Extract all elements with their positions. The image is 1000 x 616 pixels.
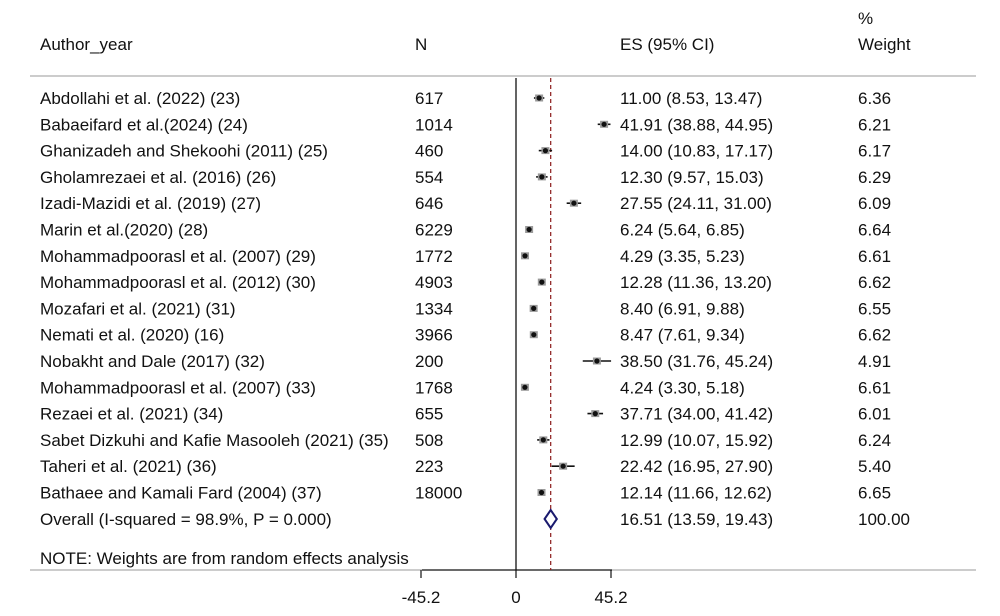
study-8-n: 4903 <box>415 273 453 292</box>
study-6-point <box>526 226 532 233</box>
study-15-point <box>560 463 566 469</box>
study-10-weight: 6.62 <box>858 326 891 345</box>
study-9-label: Mozafari et al. (2021) (31) <box>40 299 236 318</box>
study-6-es-text: 6.24 (5.64, 6.85) <box>620 221 745 240</box>
note-text: NOTE: Weights are from random effects an… <box>40 549 409 568</box>
study-2-weight: 6.21 <box>858 115 891 134</box>
overall-weight: 100.00 <box>858 510 910 529</box>
study-16-point <box>538 489 545 496</box>
study-11-n: 200 <box>415 352 443 371</box>
study-9-n: 1334 <box>415 299 453 318</box>
header-weight-percent: % <box>858 9 873 28</box>
overall-es-text: 16.51 (13.59, 19.43) <box>620 510 773 529</box>
header-weight: Weight <box>858 35 911 54</box>
study-2-point <box>601 121 607 127</box>
study-15-es-text: 22.42 (16.95, 27.90) <box>620 457 773 476</box>
study-1-point <box>536 95 542 101</box>
study-6-n: 6229 <box>415 221 453 240</box>
study-12-weight: 6.61 <box>858 378 891 397</box>
study-16-label: Bathaee and Kamali Fard (2004) (37) <box>40 484 322 503</box>
study-7-n: 1772 <box>415 247 453 266</box>
study-8-es-text: 12.28 (11.36, 13.20) <box>620 273 772 292</box>
study-9-es-text: 8.40 (6.91, 9.88) <box>620 299 745 318</box>
study-14-es-text: 12.99 (10.07, 15.92) <box>620 431 773 450</box>
study-7-weight: 6.61 <box>858 247 891 266</box>
study-13-es-text: 37.71 (34.00, 41.42) <box>620 405 773 424</box>
study-11-es-text: 38.50 (31.76, 45.24) <box>620 352 773 371</box>
study-5-weight: 6.09 <box>858 194 891 213</box>
study-4-label: Gholamrezaei et al. (2016) (26) <box>40 168 276 187</box>
study-8-weight: 6.62 <box>858 273 891 292</box>
study-14-point <box>540 437 546 443</box>
header-n: N <box>415 35 427 54</box>
study-12-n: 1768 <box>415 378 453 397</box>
study-12-point <box>522 384 528 390</box>
study-10-label: Nemati et al. (2020) (16) <box>40 326 224 345</box>
study-16-weight: 6.65 <box>858 484 891 503</box>
x-ticks: -45.2 0 45.2 <box>402 570 628 607</box>
study-1-es-text: 11.00 (8.53, 13.47) <box>620 89 762 108</box>
study-7-es-text: 4.29 (3.35, 5.23) <box>620 247 745 266</box>
study-1-n: 617 <box>415 89 443 108</box>
study-7-label: Mohammadpoorasl et al. (2007) (29) <box>40 247 316 266</box>
study-11-point <box>594 358 600 364</box>
study-2-label: Babaeifard et al.(2024) (24) <box>40 115 248 134</box>
study-1-weight: 6.36 <box>858 89 891 108</box>
study-11-label: Nobakht and Dale (2017) (32) <box>40 352 265 371</box>
study-10-n: 3966 <box>415 326 453 345</box>
study-4-n: 554 <box>415 168 443 187</box>
study-14-label: Sabet Dizkuhi and Kafie Masooleh (2021) … <box>40 431 389 450</box>
study-2-n: 1014 <box>415 115 453 134</box>
study-4-es-text: 12.30 (9.57, 15.03) <box>620 168 764 187</box>
study-12-label: Mohammadpoorasl et al. (2007) (33) <box>40 378 316 397</box>
study-13-label: Rezaei et al. (2021) (34) <box>40 405 223 424</box>
study-7-point <box>522 253 528 259</box>
study-6-label: Marin et al.(2020) (28) <box>40 221 208 240</box>
study-6-weight: 6.64 <box>858 221 891 240</box>
study-11-weight: 4.91 <box>858 352 891 371</box>
study-8-label: Mohammadpoorasl et al. (2012) (30) <box>40 273 316 292</box>
study-8-point <box>539 279 545 285</box>
overall-diamond <box>543 508 559 530</box>
study-14-weight: 6.24 <box>858 431 891 450</box>
study-15-n: 223 <box>415 457 443 476</box>
study-3-es-text: 14.00 (10.83, 17.17) <box>620 142 773 161</box>
study-2-es-text: 41.91 (38.88, 44.95) <box>620 115 773 134</box>
study-5-point <box>571 200 577 206</box>
study-5-label: Izadi-Mazidi et al. (2019) (27) <box>40 194 261 213</box>
header-es: ES (95% CI) <box>620 35 714 54</box>
x-tick-label-2: 0 <box>511 588 520 607</box>
x-tick-label-3: 45.2 <box>594 588 627 607</box>
study-3-weight: 6.17 <box>858 142 891 161</box>
study-16-es-text: 12.14 (11.66, 12.62) <box>620 484 772 503</box>
study-9-point <box>531 305 537 311</box>
study-3-point <box>542 148 549 154</box>
study-3-n: 460 <box>415 142 443 161</box>
study-15-label: Taheri et al. (2021) (36) <box>40 457 217 476</box>
study-rows: Abdollahi et al. (2022) (23) 617 11.00 (8.… <box>40 89 891 503</box>
study-1-label: Abdollahi et al. (2022) (23) <box>40 89 240 108</box>
study-15-weight: 5.40 <box>858 457 891 476</box>
overall-label: Overall (I-squared = 98.9%, P = 0.000) <box>40 510 332 529</box>
study-14-n: 508 <box>415 431 443 450</box>
header-author: Author_year <box>40 35 133 54</box>
study-4-point <box>539 174 545 180</box>
study-5-es-text: 27.55 (24.11, 31.00) <box>620 194 772 213</box>
study-16-n: 18000 <box>415 484 462 503</box>
study-3-label: Ghanizadeh and Shekoohi (2011) (25) <box>40 142 328 161</box>
study-13-point <box>592 411 598 417</box>
study-13-weight: 6.01 <box>858 405 891 424</box>
x-tick-label-1: -45.2 <box>402 588 441 607</box>
study-13-n: 655 <box>415 405 443 424</box>
study-10-point <box>531 332 537 338</box>
study-4-weight: 6.29 <box>858 168 891 187</box>
study-10-es-text: 8.47 (7.61, 9.34) <box>620 326 745 345</box>
study-12-es-text: 4.24 (3.30, 5.18) <box>620 378 745 397</box>
study-9-weight: 6.55 <box>858 299 891 318</box>
study-5-n: 646 <box>415 194 443 213</box>
